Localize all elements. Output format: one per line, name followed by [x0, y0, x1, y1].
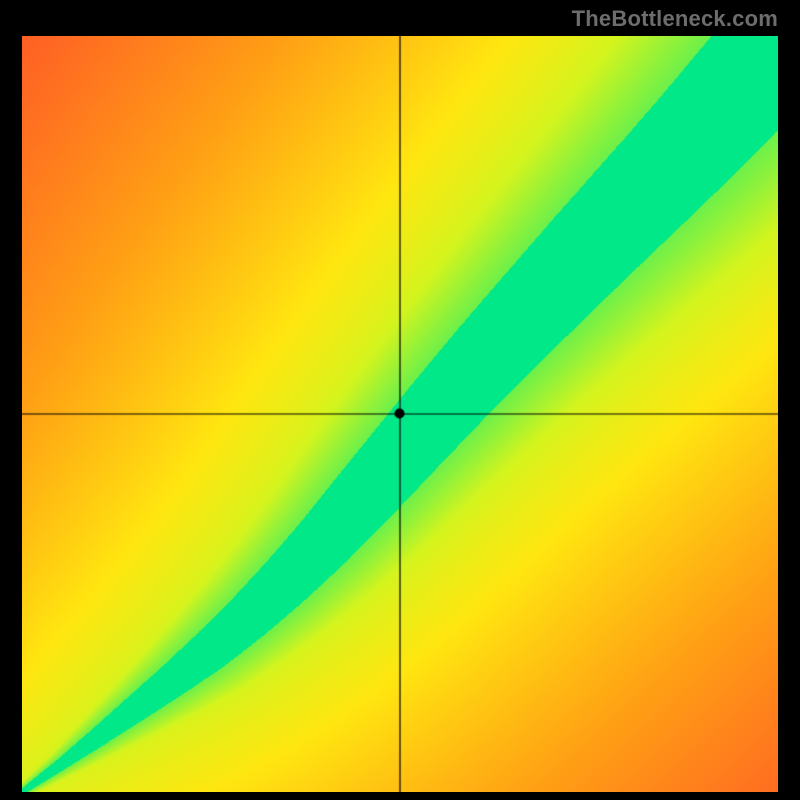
heatmap-plot [22, 36, 778, 792]
chart-frame: TheBottleneck.com [0, 0, 800, 800]
watermark-text: TheBottleneck.com [572, 6, 778, 32]
